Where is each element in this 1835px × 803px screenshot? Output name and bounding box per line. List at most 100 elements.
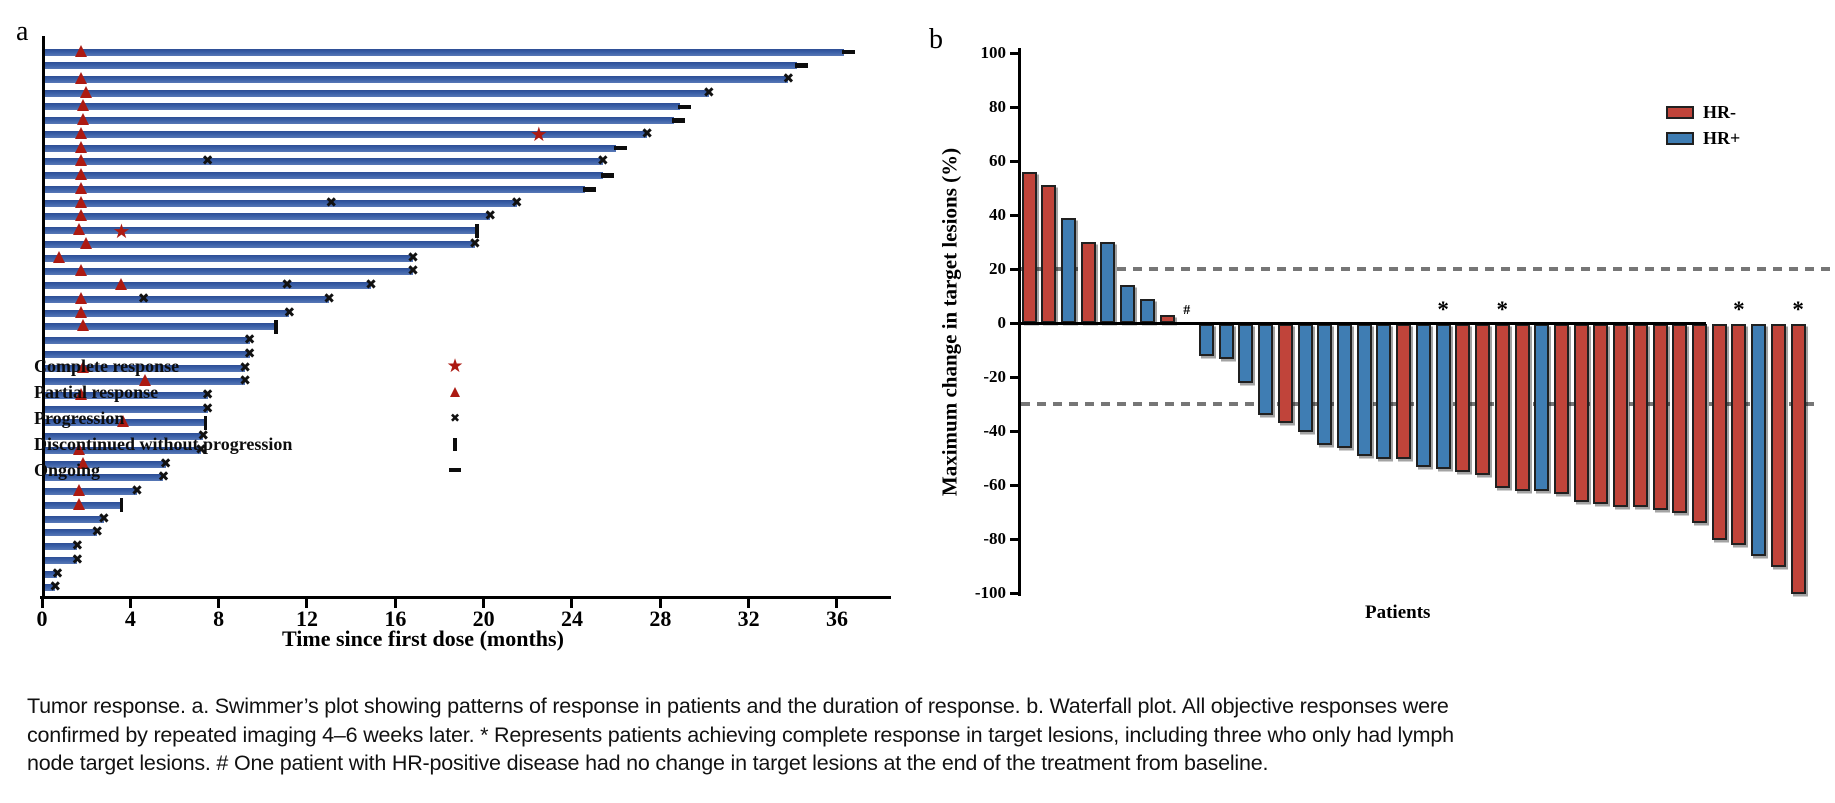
swimmer-bar <box>42 144 617 152</box>
waterfall-bar <box>1337 323 1353 448</box>
progression-x-icon: ✖ <box>91 524 104 541</box>
partial-response-triangle-icon <box>77 99 90 112</box>
progression-x-icon: ✖ <box>510 194 523 211</box>
waterfall-y-tick <box>1010 159 1018 163</box>
swimmer-x-tick <box>570 599 574 608</box>
waterfall-x-axis-title: Patients <box>1365 602 1431 623</box>
waterfall-bar <box>1080 242 1096 323</box>
partial-response-triangle-icon <box>75 154 88 167</box>
discontinued-bar-icon <box>274 319 278 334</box>
waterfall-y-tick-label: 20 <box>989 259 1006 278</box>
swimmer-legend-item: Discontinued without progression <box>0 431 862 457</box>
waterfall-bar <box>1790 323 1806 594</box>
swimmer-x-tick-label: 0 <box>36 606 48 631</box>
swimmer-bar <box>42 474 164 482</box>
swimmer-legend-item: Ongoing <box>0 457 862 483</box>
progression-x-icon: ✖ <box>201 400 214 417</box>
progression-x-icon: ✖ <box>201 153 214 170</box>
progression-x-icon: ✖ <box>243 345 256 362</box>
progression-x-icon: ✖ <box>71 551 84 568</box>
progression-x-icon: ✖ <box>283 304 296 321</box>
waterfall-bar <box>1514 323 1530 491</box>
swimmer-bar <box>42 158 603 166</box>
progression-x-icon: ✖ <box>325 194 338 211</box>
waterfall-bar <box>1277 323 1293 424</box>
waterfall-y-tick-label: 60 <box>989 151 1006 170</box>
waterfall-y-tick <box>1010 51 1018 55</box>
partial-response-triangle-icon <box>73 442 86 455</box>
partial-response-triangle-icon <box>73 223 86 236</box>
partial-response-triangle-icon <box>75 126 88 139</box>
swimmer-x-axis <box>40 596 891 599</box>
swimmer-bar <box>42 199 517 207</box>
triangle-glyph <box>450 387 460 397</box>
swimmer-legend-label: Progression <box>34 407 125 428</box>
progression-x-icon: ✖ <box>243 332 256 349</box>
progression-x-icon: ✖ <box>159 455 172 472</box>
swimmer-legend-item: ★ Complete response <box>0 353 862 379</box>
partial-response-triangle-icon <box>73 497 86 510</box>
progression-x-icon: ✖ <box>195 441 207 458</box>
waterfall-bar <box>1415 323 1431 467</box>
partial-response-triangle-icon <box>75 168 88 181</box>
ongoing-dash-icon <box>795 63 809 68</box>
waterfall-bar <box>1376 323 1392 459</box>
swimmer-bar <box>42 556 78 564</box>
waterfall-bar <box>1060 217 1076 323</box>
partial-response-triangle-icon <box>77 360 90 373</box>
waterfall-bar <box>1652 323 1668 510</box>
waterfall-y-tick <box>1010 375 1018 379</box>
star-glyph: ★ <box>446 355 464 377</box>
swimmer-x-tick <box>217 599 221 608</box>
waterfall-y-tick <box>1010 591 1018 595</box>
waterfall-bar <box>1396 323 1412 459</box>
swimmer-bar <box>42 172 603 180</box>
dash-glyph <box>449 468 461 472</box>
waterfall-y-tick <box>1010 429 1018 433</box>
waterfall-legend-label: HR- <box>1703 102 1736 122</box>
partial-response-triangle-icon <box>75 291 88 304</box>
progression-x-icon: ✖ <box>131 483 143 500</box>
swimmer-x-tick <box>747 599 751 608</box>
swimmer-bar <box>42 117 674 125</box>
progression-x-icon: ✖ <box>281 277 293 294</box>
progression-x-icon: ✖ <box>597 153 609 170</box>
complete-response-asterisk: * <box>1733 297 1745 322</box>
waterfall-bar <box>1317 323 1333 445</box>
partial-response-triangle-icon <box>75 44 88 57</box>
partial-response-triangle-icon <box>75 140 88 153</box>
x-glyph: ✖ <box>449 411 461 425</box>
progression-x-icon: ✖ <box>468 235 481 252</box>
swimmer-x-tick-label: 4 <box>124 606 136 631</box>
waterfall-bar <box>1435 323 1451 470</box>
waterfall-y-tick <box>1010 483 1018 487</box>
partial-response-triangle-icon <box>117 415 130 428</box>
swimmer-bar <box>42 240 475 248</box>
progression-x-icon: ✖ <box>703 84 715 101</box>
swimmer-legend-item: ✖ Progression <box>0 405 862 431</box>
swimmer-x-tick <box>393 599 397 608</box>
figure-caption: Tumor response. a. Swimmer’s plot showin… <box>27 692 1817 778</box>
waterfall-legend-swatch-hr-positive <box>1666 132 1694 145</box>
dash-legend-icon <box>442 457 468 483</box>
progression-x-icon: ✖ <box>51 565 64 582</box>
swimmer-bar <box>42 446 201 454</box>
waterfall-bar <box>1455 323 1471 472</box>
partial-response-triangle-icon <box>75 71 88 84</box>
swimmer-legend-label: Ongoing <box>34 459 101 480</box>
partial-response-triangle-icon <box>77 456 90 469</box>
progression-x-icon: ✖ <box>365 277 377 294</box>
partial-response-triangle-icon <box>75 209 88 222</box>
swimmer-bar <box>42 103 681 111</box>
swimmer-bar <box>42 268 413 276</box>
waterfall-bar <box>1198 323 1214 356</box>
swimmer-x-tick <box>305 599 309 608</box>
swimmer-x-tick <box>658 599 662 608</box>
swimmer-bar <box>42 350 250 358</box>
swimmer-legend-item: Partial response <box>0 379 862 405</box>
swimmer-bar <box>42 337 250 345</box>
waterfall-legend-swatch-hr-negative <box>1666 106 1694 119</box>
partial-response-triangle-icon <box>79 85 92 98</box>
